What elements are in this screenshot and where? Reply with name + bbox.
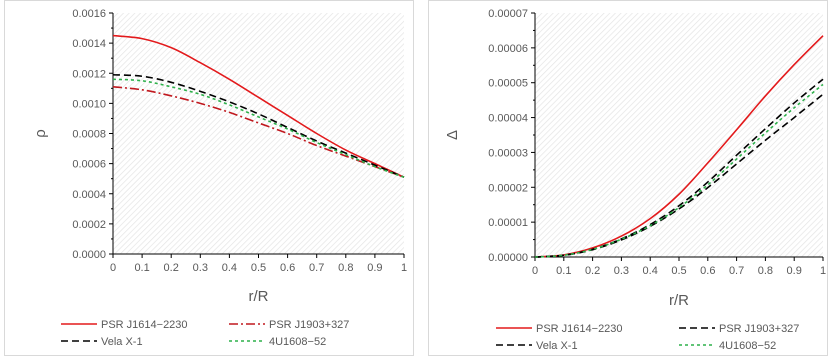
x-tick-label: 0.6 [700,265,715,277]
x-tick-label: 0.8 [338,262,353,274]
plot-area-hatch [113,13,404,254]
x-tick-label: 0.7 [729,265,744,277]
legend-label: Vela X-1 [101,336,143,348]
x-tick-label: 0.8 [758,265,773,277]
y-tick-label: 0.0008 [72,129,106,141]
legend-label: 4U1608−52 [719,340,776,352]
y-axis-title: Δ [444,130,461,140]
x-tick-label: 1 [401,262,407,274]
legend-label: PSR J1903+327 [269,319,349,331]
y-tick-label: 0.0014 [72,38,106,50]
x-tick-label: 0.2 [164,262,179,274]
series-line [112,73,405,178]
x-tick-label: 0 [532,265,538,277]
y-tick-label: 0.00001 [488,217,528,229]
y-tick-label: 0.0010 [72,98,106,110]
x-tick-label: 0.6 [280,262,295,274]
series-line [112,34,405,178]
y-tick-label: 0.00002 [488,182,528,194]
y-tick-label: 0.00005 [488,78,528,90]
y-tick-label: 0.00004 [488,113,528,125]
anisotropy-chart: 0.00000 0.00001 0.00002 0.00003 0.00004 0.000… [444,8,826,352]
x-tick-label: 0 [110,262,116,274]
series-line [534,35,824,258]
series-line [112,78,405,178]
density-chart: 0.0000 0.0002 0.0004 0.0006 0.0008 0.0010 0.00… [32,8,407,348]
y-tick-label: 0.00003 [488,147,528,159]
y-axis-title: ρ [32,129,49,138]
y-tick-label: 0.0016 [72,8,106,20]
x-tick-label: 0.3 [193,262,208,274]
x-tick-label: 0.5 [251,262,266,274]
y-tick-label: 0.00007 [488,8,528,20]
x-tick-label: 0.7 [309,262,324,274]
x-tick-label: 0.1 [134,262,149,274]
x-tick-label: 0.9 [787,265,802,277]
x-axis-title: r/R [669,292,689,309]
x-tick-label: 0.4 [643,265,658,277]
x-axis-title: r/R [249,288,269,305]
y-tick-label: 0.00006 [488,43,528,55]
plot-area-hatch [535,13,823,257]
anisotropy-chart-panel: 0.00000 0.00001 0.00002 0.00003 0.00004 0.000… [428,0,828,356]
legend-label: PSR J1614−2230 [536,323,623,335]
y-tick-label: 0.0012 [72,68,106,80]
legend-label: PSR J1614−2230 [101,319,188,331]
x-tick-label: 0.2 [585,265,600,277]
y-tick-label: 0.0006 [72,159,106,171]
y-tick-label: 0.0000 [72,249,106,261]
series-line [534,83,824,258]
legend-label: PSR J1903+327 [719,323,799,335]
y-tick-label: 0.0002 [72,219,106,231]
x-tick-label: 0.1 [556,265,571,277]
x-tick-label: 0.5 [671,265,686,277]
x-tick-label: 0.4 [222,262,237,274]
x-tick-label: 0.9 [367,262,382,274]
x-tick-label: 1 [820,265,826,277]
legend-label: Vela X-1 [536,340,578,352]
y-tick-label: 0.0004 [72,189,106,201]
y-tick-label: 0.00000 [488,252,528,264]
legend-label: 4U1608−52 [269,336,326,348]
x-tick-label: 0.3 [614,265,629,277]
density-chart-panel: 0.0000 0.0002 0.0004 0.0006 0.0008 0.0010 0.00… [4,0,414,356]
